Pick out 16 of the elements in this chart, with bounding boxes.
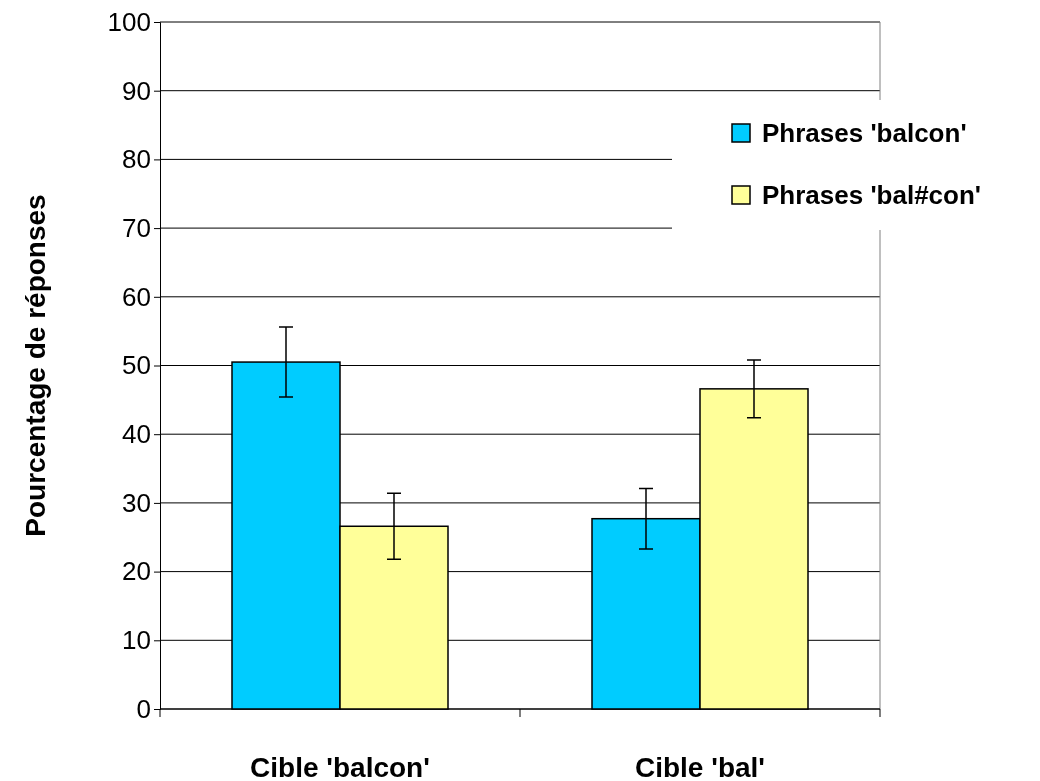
y-tick-label: 80 — [122, 144, 151, 175]
x-tick-label: Cible 'bal' — [634, 752, 766, 781]
y-tick-label: 30 — [122, 487, 151, 518]
y-tick-label: 90 — [122, 75, 151, 106]
y-tick-label: 70 — [122, 212, 151, 243]
y-tick-label: 40 — [122, 419, 151, 450]
y-axis-title: Pourcentage de réponses — [20, 194, 51, 537]
y-tick-label: 0 — [136, 693, 151, 724]
y-tick-label: 20 — [122, 556, 151, 587]
y-tick-label: 50 — [122, 350, 151, 381]
legend-label: Phrases 'bal#con' — [762, 180, 982, 210]
y-tick-label: 60 — [122, 281, 151, 312]
y-tick-label: 100 — [107, 6, 151, 37]
x-tick-label: Cible 'balcon' — [250, 752, 430, 781]
legend-label: Phrases 'balcon' — [762, 118, 967, 148]
y-tick-label: 10 — [122, 625, 151, 656]
